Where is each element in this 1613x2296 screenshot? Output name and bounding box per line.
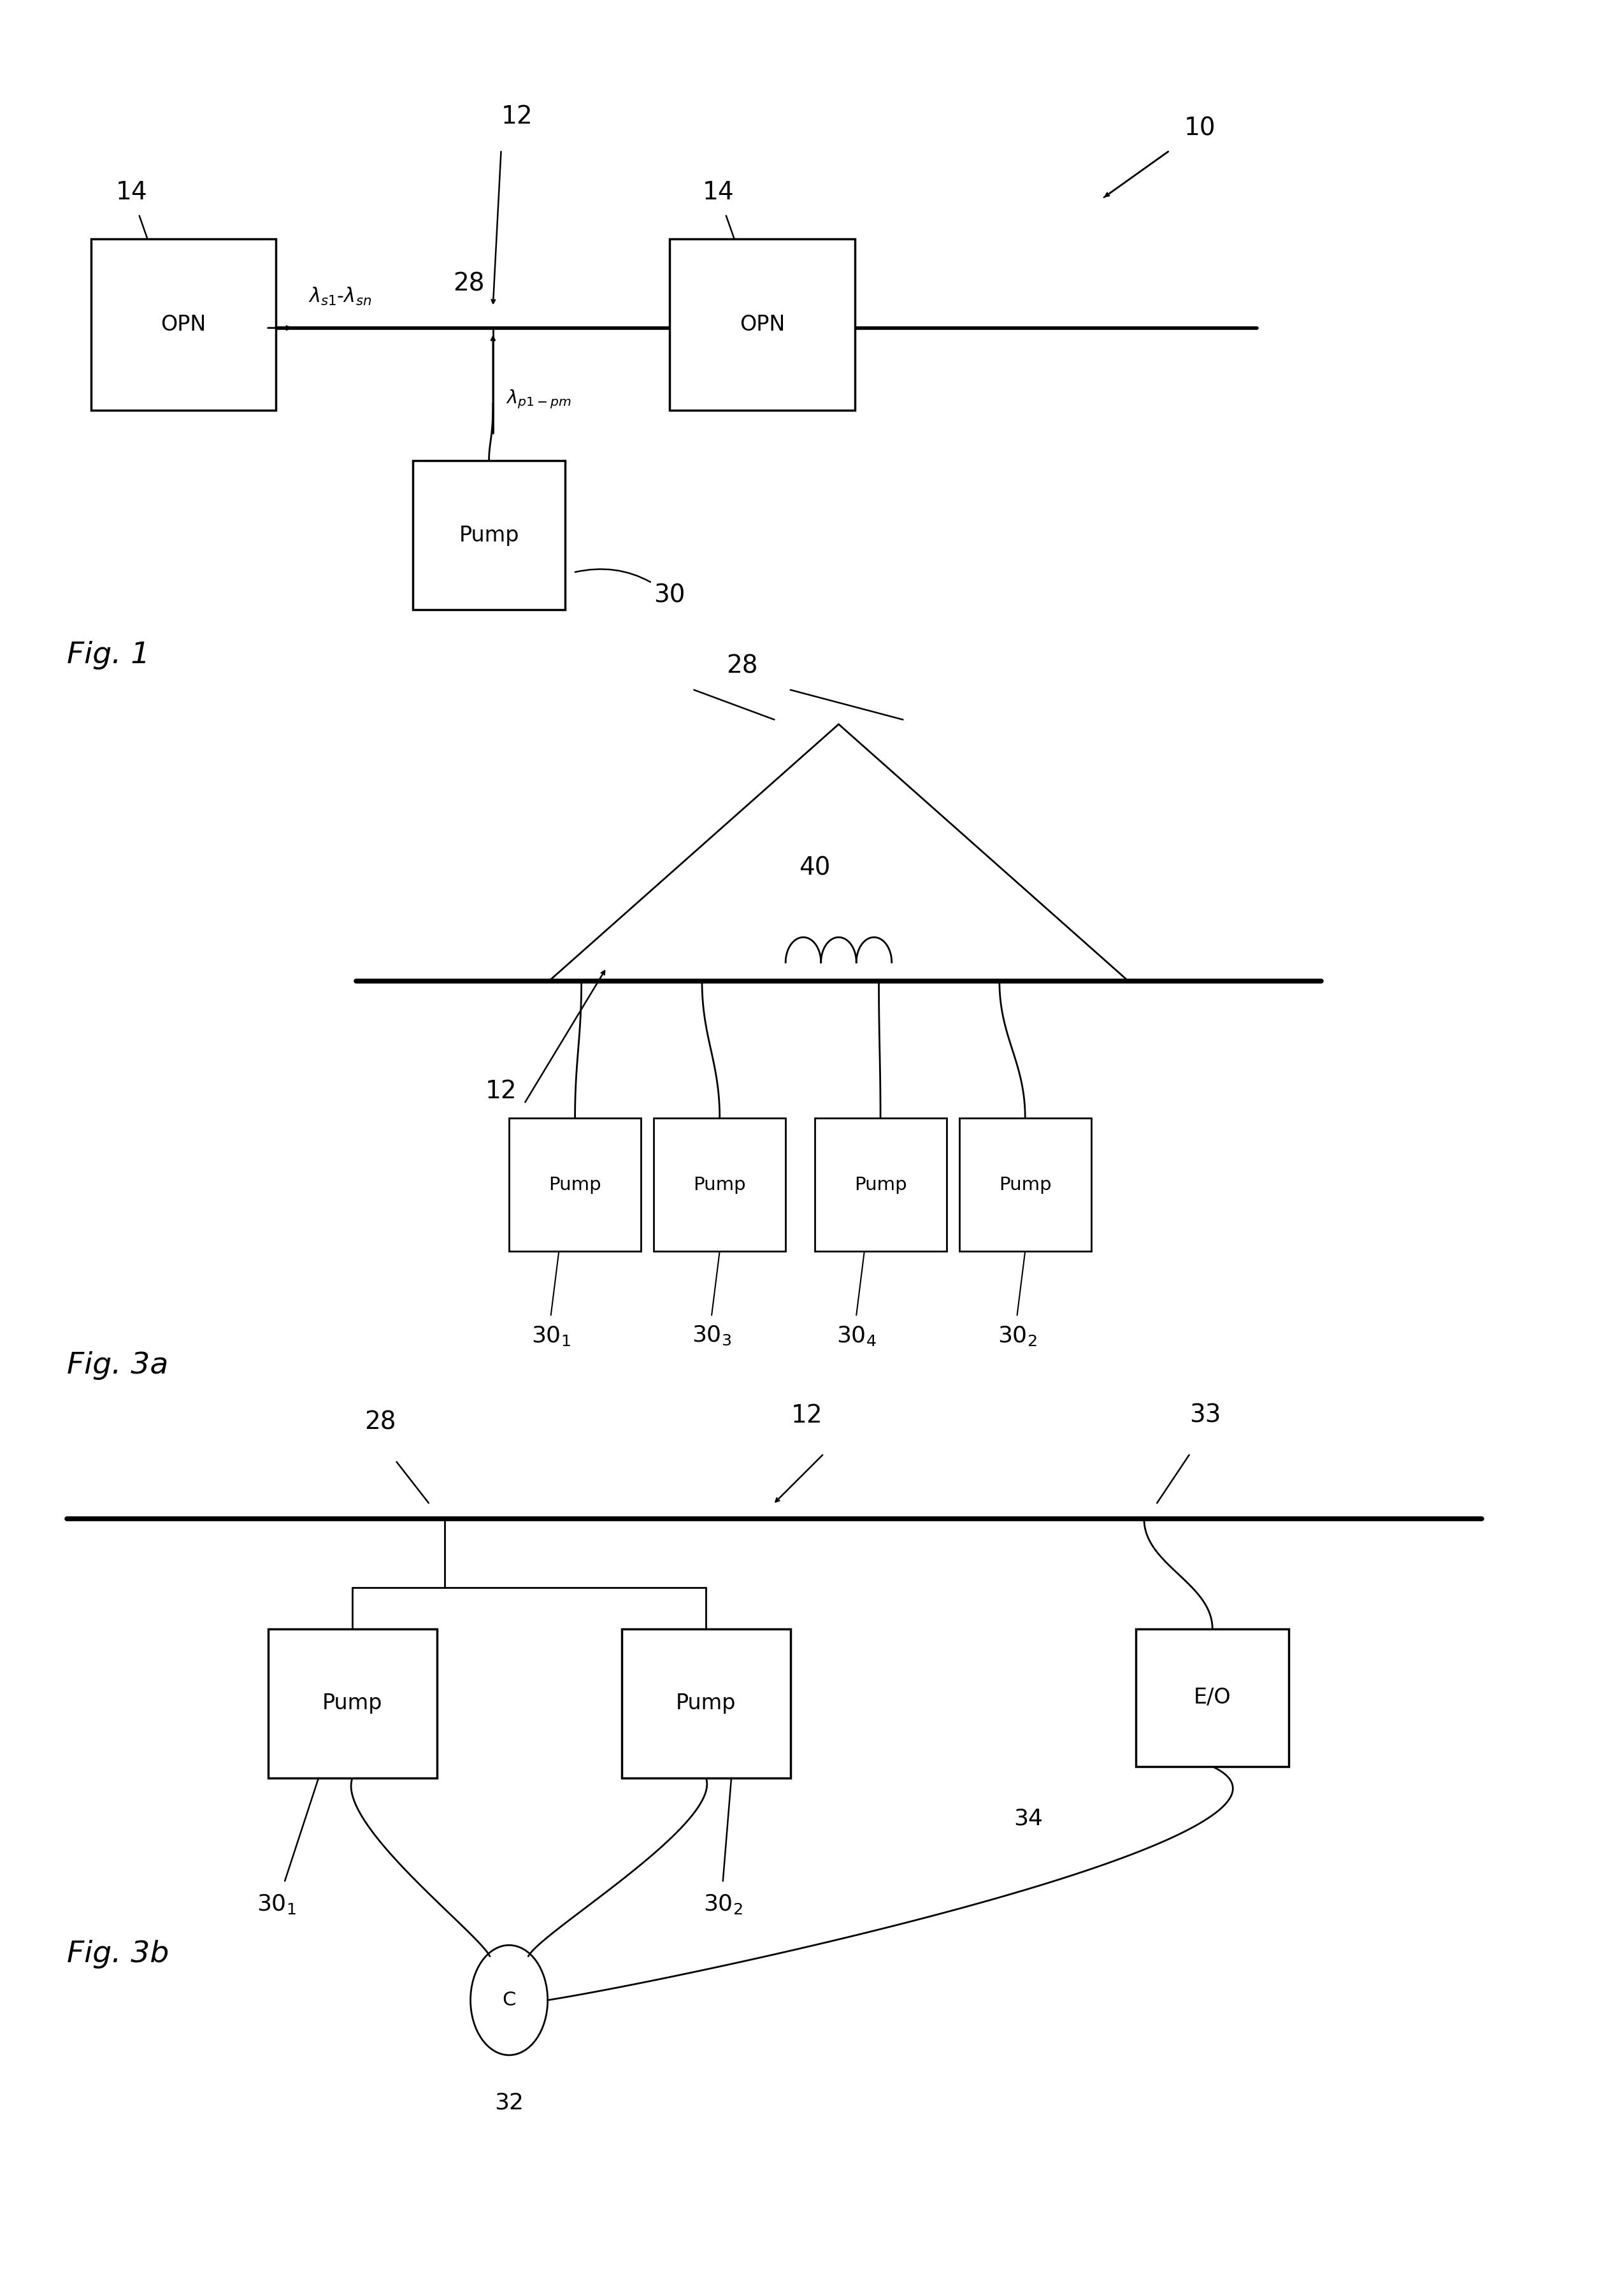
Text: 14: 14: [116, 179, 147, 204]
Text: Pump: Pump: [694, 1176, 745, 1194]
Text: $30_1$: $30_1$: [531, 1325, 571, 1348]
Bar: [1136, 1630, 1289, 1766]
Text: Pump: Pump: [676, 1692, 736, 1715]
Bar: [413, 461, 565, 611]
Text: 40: 40: [798, 856, 831, 879]
Text: $\lambda_{p1-pm}$: $\lambda_{p1-pm}$: [506, 388, 571, 411]
Text: $30_2$: $30_2$: [703, 1892, 742, 1915]
Text: 28: 28: [365, 1410, 397, 1435]
Text: 28: 28: [453, 271, 484, 296]
Bar: [669, 239, 855, 411]
Text: 34: 34: [1013, 1807, 1044, 1830]
Text: Pump: Pump: [998, 1176, 1052, 1194]
Bar: [815, 1118, 947, 1251]
Text: $\lambda_{s1}$-$\lambda_{sn}$: $\lambda_{s1}$-$\lambda_{sn}$: [308, 287, 371, 308]
Text: $30_1$: $30_1$: [256, 1892, 297, 1915]
Text: Pump: Pump: [548, 1176, 602, 1194]
Text: Pump: Pump: [458, 526, 519, 546]
Text: 33: 33: [1189, 1403, 1221, 1428]
Bar: [960, 1118, 1090, 1251]
Text: 12: 12: [502, 103, 532, 129]
Text: Fig. 1: Fig. 1: [68, 641, 150, 670]
Bar: [621, 1630, 790, 1777]
Text: $30_4$: $30_4$: [836, 1325, 876, 1348]
Text: OPN: OPN: [739, 315, 786, 335]
Text: 12: 12: [486, 1079, 516, 1104]
Text: 32: 32: [495, 2092, 524, 2112]
Text: Pump: Pump: [855, 1176, 907, 1194]
Text: 30: 30: [576, 569, 686, 608]
Text: $30_2$: $30_2$: [997, 1325, 1037, 1348]
Bar: [268, 1630, 437, 1777]
Text: Fig. 3b: Fig. 3b: [68, 1940, 169, 1968]
Text: C: C: [502, 1991, 516, 2009]
Text: E/O: E/O: [1194, 1688, 1231, 1708]
Text: Pump: Pump: [323, 1692, 382, 1715]
Text: Fig. 3a: Fig. 3a: [68, 1352, 168, 1380]
Text: 12: 12: [790, 1403, 823, 1428]
Bar: [653, 1118, 786, 1251]
Bar: [510, 1118, 640, 1251]
Text: OPN: OPN: [161, 315, 206, 335]
Bar: [90, 239, 276, 411]
Text: 28: 28: [726, 654, 758, 677]
Text: 10: 10: [1184, 117, 1216, 140]
Text: 14: 14: [702, 179, 734, 204]
Text: $30_3$: $30_3$: [692, 1325, 732, 1348]
